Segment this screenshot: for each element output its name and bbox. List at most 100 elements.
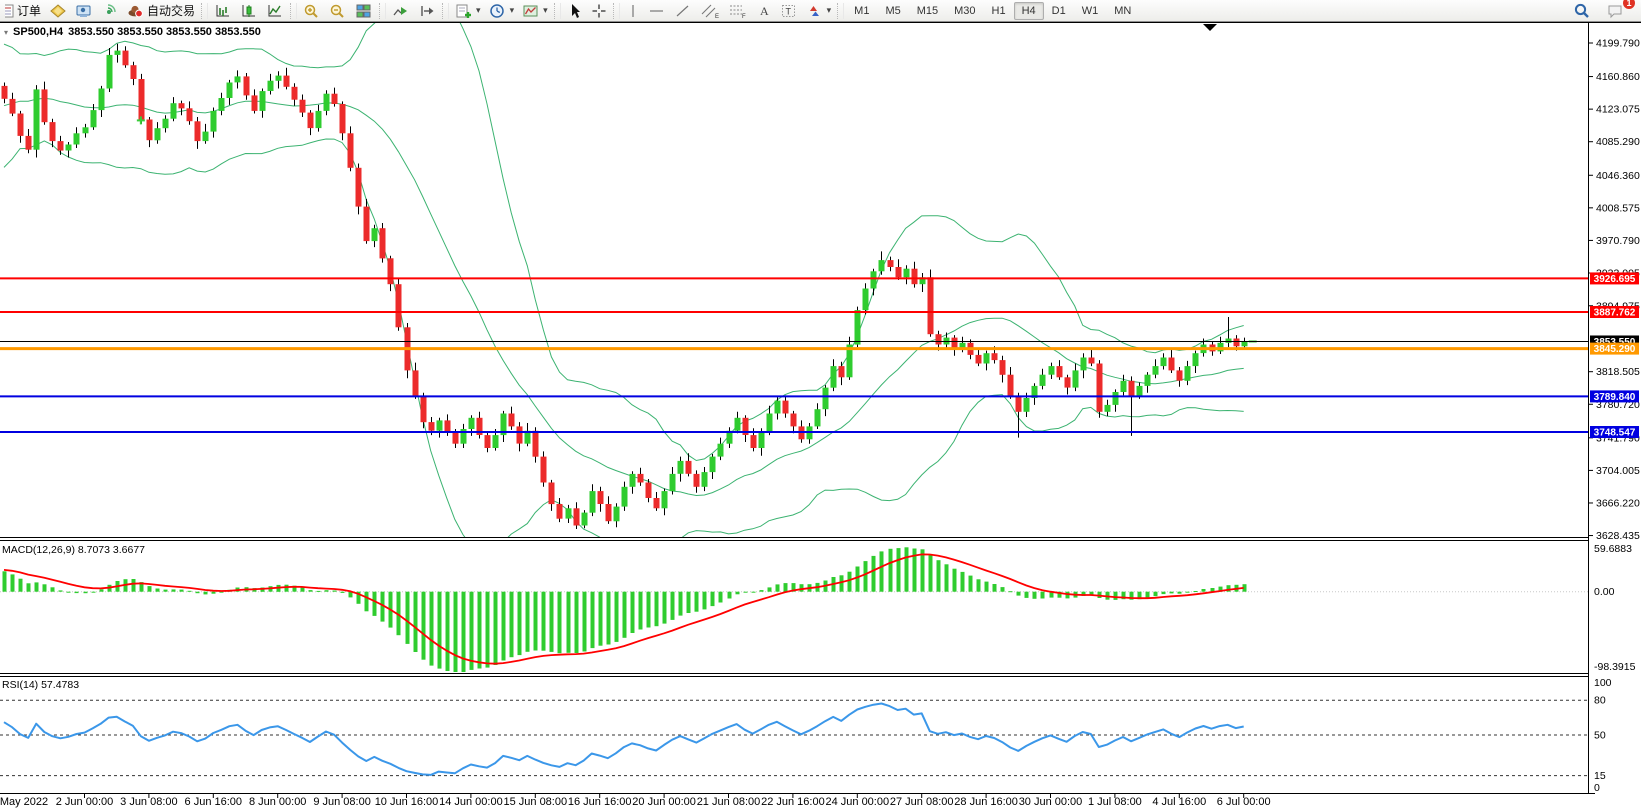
price-axis-tick: 4123.075: [1596, 104, 1640, 116]
rsi-scale-label: 15: [1594, 770, 1606, 782]
timeframe-M15[interactable]: M15: [916, 4, 939, 17]
chart-shift-marker-icon[interactable]: [1203, 24, 1217, 31]
periods-button[interactable]: ▾: [485, 0, 519, 22]
search-button[interactable]: [1569, 0, 1595, 22]
autotrade-button[interactable]: 自动交易: [123, 0, 199, 22]
zoom-in-icon: [304, 4, 318, 18]
text-icon: A: [760, 4, 769, 18]
text-tool-button[interactable]: A: [752, 0, 776, 22]
price-axis-tick: 3704.005: [1596, 465, 1640, 477]
notifications-button[interactable]: 1: [1603, 0, 1635, 22]
toolbar-separator: [290, 2, 298, 19]
price-axis-tick: 3628.435: [1596, 530, 1640, 542]
timeframe-M30[interactable]: M30: [954, 4, 976, 17]
zoom-out-button[interactable]: [325, 0, 351, 22]
time-axis-label: 14 Jun 00:00: [439, 796, 503, 808]
timeframe-H4[interactable]: H4: [1013, 1, 1044, 20]
clock-icon: [489, 3, 504, 18]
rsi-scale-label: 100: [1594, 677, 1612, 689]
notification-badge: 1: [1623, 0, 1635, 9]
time-axis-label: 30 Jun 00:00: [1019, 796, 1083, 808]
line-chart-icon: [268, 4, 282, 16]
price-axis-tick: 3970.790: [1596, 235, 1640, 247]
gold-button[interactable]: [45, 0, 71, 22]
new-order-button[interactable]: 订单: [1, 0, 45, 22]
time-axis-label: 15 Jun 08:00: [503, 796, 567, 808]
price-axis[interactable]: 4199.790 4160.860 4123.075 4085.290 4046.360…: [1588, 38, 1640, 795]
arrows-icon: [809, 5, 819, 16]
terminal-button[interactable]: [71, 0, 97, 22]
label-tool-button[interactable]: T: [776, 0, 802, 22]
time-axis-label: 6 Jul 00:00: [1217, 796, 1271, 808]
signal-button[interactable]: [97, 0, 123, 22]
crosshair-icon: [592, 4, 606, 17]
svg-text:3748.547: 3748.547: [1594, 428, 1636, 439]
timeframe-D1[interactable]: D1: [1051, 4, 1066, 17]
toolbar-separator: [379, 2, 387, 19]
macd-panel: [0, 547, 1588, 672]
horizontal-line-tool-button[interactable]: [644, 0, 670, 22]
svg-text:3789.840: 3789.840: [1594, 392, 1636, 403]
auto-scroll-icon: [393, 6, 408, 15]
new-order-icon: [5, 4, 14, 17]
trendline-tool-button[interactable]: [670, 0, 696, 22]
time-axis-label: 27 Jun 08:00: [890, 796, 954, 808]
chart-canvas[interactable]: 4199.790 4160.860 4123.075 4085.290 4046.360…: [0, 22, 1641, 810]
price-label-badge: 3748.547: [1590, 426, 1639, 439]
horizontal-line-icon: [649, 9, 663, 12]
time-axis-label: 24 Jun 00:00: [825, 796, 889, 808]
time-axis-label: 8 Jun 00:00: [249, 796, 307, 808]
chevron-down-icon[interactable]: ▾: [509, 5, 515, 15]
templates-button[interactable]: ▾: [518, 0, 552, 22]
timeframe-M5[interactable]: M5: [885, 4, 901, 17]
autotrade-icon: [128, 5, 143, 17]
price-label-badge: 3845.290: [1590, 342, 1639, 355]
price-label-badge: 3926.695: [1590, 272, 1639, 285]
chevron-down-icon[interactable]: ▾: [476, 5, 481, 15]
bar-chart-mode-button[interactable]: [210, 0, 236, 22]
vertical-line-tool-button[interactable]: [622, 0, 644, 22]
tile-windows-icon: [356, 4, 371, 17]
timeframe-MN[interactable]: MN: [1114, 4, 1132, 17]
chat-bubble-icon: [1608, 5, 1622, 18]
toolbar-separator: [201, 2, 209, 19]
text-label-icon: T: [781, 4, 795, 17]
arrows-tool-button[interactable]: ▾: [802, 0, 836, 22]
zoom-in-button[interactable]: [299, 0, 325, 22]
price-axis-tick: 4160.860: [1596, 71, 1640, 83]
channel-tool-button[interactable]: E: [696, 0, 724, 22]
price-axis-tick: 4085.290: [1596, 136, 1640, 148]
rsi-scale-label: 80: [1594, 695, 1606, 707]
rsi-scale-label: 0: [1594, 782, 1600, 794]
time-axis-label: 9 Jun 08:00: [313, 796, 371, 808]
candlestick-mode-button[interactable]: [236, 0, 262, 22]
timeframe-M1[interactable]: M1: [854, 4, 870, 17]
chevron-down-icon[interactable]: ▾: [826, 5, 832, 15]
time-axis[interactable]: May 2022 2 Jun 00:00 3 Jun 08:00 6 Jun 16:0…: [0, 793, 1271, 808]
line-chart-mode-button[interactable]: [262, 0, 288, 22]
fibonacci-tool-button[interactable]: F: [724, 0, 752, 22]
svg-text:3926.695: 3926.695: [1594, 274, 1636, 285]
bollinger-band-line: [3, 97, 1244, 497]
timeframe-group: M1 M5 M15 M30 H1 H4 D1 W1 MN: [846, 1, 1139, 20]
svg-text:3853.550: 3853.550: [1594, 337, 1636, 348]
new-order-label: 订单: [17, 4, 42, 18]
cursor-tool-button[interactable]: [563, 0, 587, 22]
time-axis-label: 16 Jun 16:00: [568, 796, 632, 808]
auto-scroll-button[interactable]: [388, 0, 414, 22]
timeframe-W1[interactable]: W1: [1081, 4, 1099, 17]
new-chart-button[interactable]: ▾: [451, 0, 485, 22]
chevron-down-icon[interactable]: ▾: [543, 5, 548, 15]
toolbar-separator: [612, 2, 620, 19]
toolbar: 订单 自动交易 ▾: [0, 0, 1641, 22]
chart-shift-button[interactable]: [414, 0, 440, 22]
tile-windows-button[interactable]: [351, 0, 377, 22]
time-axis-label: 3 Jun 08:00: [120, 796, 178, 808]
crosshair-tool-button[interactable]: [587, 0, 611, 22]
equidistant-channel-icon: E: [701, 4, 719, 19]
timeframe-H1[interactable]: H1: [991, 4, 1006, 17]
gold-diamond-icon: [50, 3, 66, 18]
vertical-line-icon: [632, 4, 634, 17]
time-axis-label: 2 Jun 00:00: [56, 796, 114, 808]
svg-text:3887.762: 3887.762: [1594, 307, 1636, 318]
